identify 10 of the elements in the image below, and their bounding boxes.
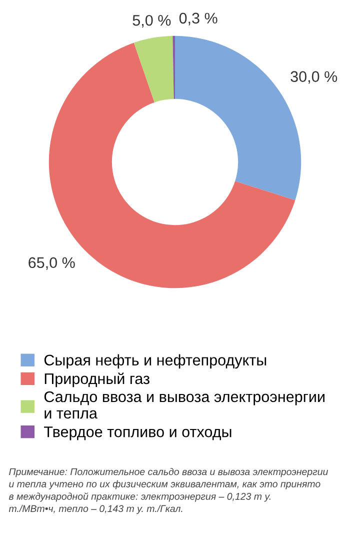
legend-label: Сальдо ввоза и вывоза электроэнергии и тепла (44, 391, 324, 419)
legend-label: Твердое топливо и отходы (44, 426, 232, 440)
donut-slice (134, 36, 174, 102)
text: Примечание: Положительное сальдо ввоза и вывоза электроэнергии и тепла учтено по их физическим эквивалентам, как это принято в международной практике: электроэнергия – 0,123 т у. т./МВт•ч, тепло – 0,143 т у. т./Гкал. (8, 468, 328, 514)
legend-label: Природный газ (44, 372, 150, 388)
legend-label: Сырая нефть и нефтепродукты (44, 354, 266, 369)
data-label: 65,0 % (28, 257, 75, 270)
data-label: 0,3 % (179, 12, 218, 26)
data-label: 30,0 % (290, 71, 338, 84)
data-label: 5,0 % (132, 14, 171, 28)
